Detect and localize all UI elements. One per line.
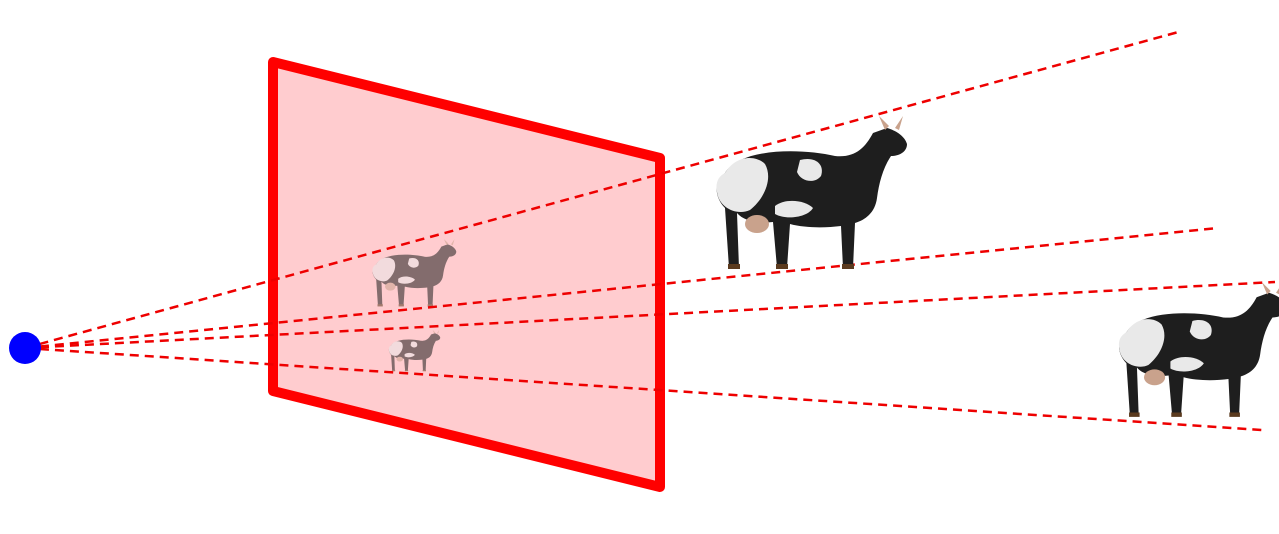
cow-near (716, 116, 907, 269)
eye-point (9, 332, 41, 364)
projection-ray-far-bottom (24, 346, 1263, 432)
projection-ray-near-bottom (24, 226, 1219, 350)
projection-rays (24, 29, 1276, 432)
projection-ray-far-top (24, 280, 1276, 350)
cow-far (1118, 282, 1279, 417)
image-plane (268, 57, 665, 492)
projection-ray-near-top (24, 29, 1183, 350)
